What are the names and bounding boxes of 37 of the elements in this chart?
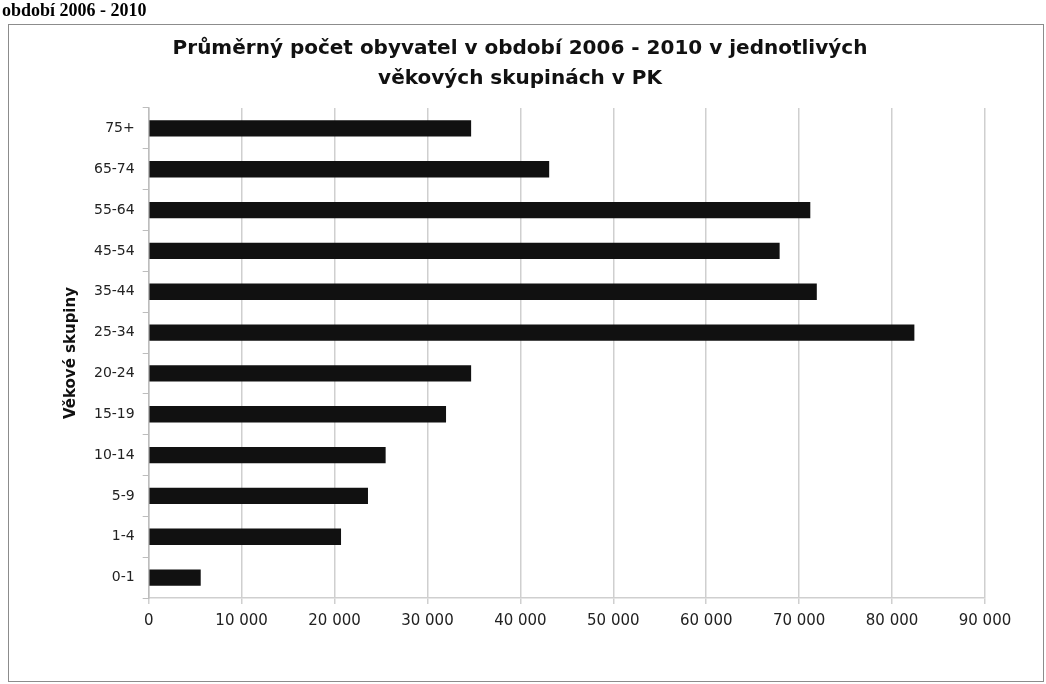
- bar: [149, 446, 386, 464]
- y-tick-label: 1-4: [111, 527, 135, 544]
- bar: [149, 406, 447, 423]
- bar: [149, 242, 780, 260]
- bar: [149, 487, 368, 505]
- y-tick-label: 75+: [105, 119, 135, 136]
- x-tick-label: 40 000: [494, 610, 547, 629]
- y-tick-label: 65-74: [93, 159, 135, 176]
- bar: [149, 283, 817, 300]
- y-tick-label: 35-44: [93, 282, 135, 299]
- x-tick-label: 90 000: [958, 610, 1012, 629]
- chart-title: Průměrný počet obyvatel v období 2006 - 2010 v jednotlivých věkových skupinách v PK: [171, 34, 869, 91]
- bar: [149, 569, 201, 586]
- text: období 2006 - 2010: [2, 0, 147, 21]
- x-tick-label: 10 000: [215, 610, 268, 629]
- bar: [149, 365, 472, 382]
- y-tick-label: 55-64: [93, 200, 135, 217]
- bar: [149, 528, 342, 545]
- x-tick-label: 70 000: [772, 610, 826, 629]
- x-tick-label: 0: [143, 610, 154, 629]
- bar: [149, 324, 915, 341]
- y-tick-label: 0-1: [111, 568, 135, 585]
- y-axis-title: Věkové skupiny: [60, 286, 79, 419]
- x-tick-label: 60 000: [679, 610, 733, 629]
- x-tick-label: 30 000: [401, 610, 454, 629]
- x-tick-label: 20 000: [308, 610, 361, 629]
- bar: [149, 201, 811, 219]
- x-tick-label: 50 000: [587, 610, 640, 629]
- y-tick-label: 10-14: [93, 445, 135, 462]
- x-tick-label: 80 000: [865, 610, 919, 629]
- bar: [149, 161, 550, 178]
- y-tick-label: 45-54: [93, 241, 135, 258]
- y-tick-label: 20-24: [93, 364, 135, 381]
- bar: [149, 120, 472, 137]
- y-tick-label: 5-9: [111, 486, 135, 503]
- y-tick-label: 15-19: [93, 404, 135, 421]
- y-tick-label: 25-34: [93, 323, 135, 340]
